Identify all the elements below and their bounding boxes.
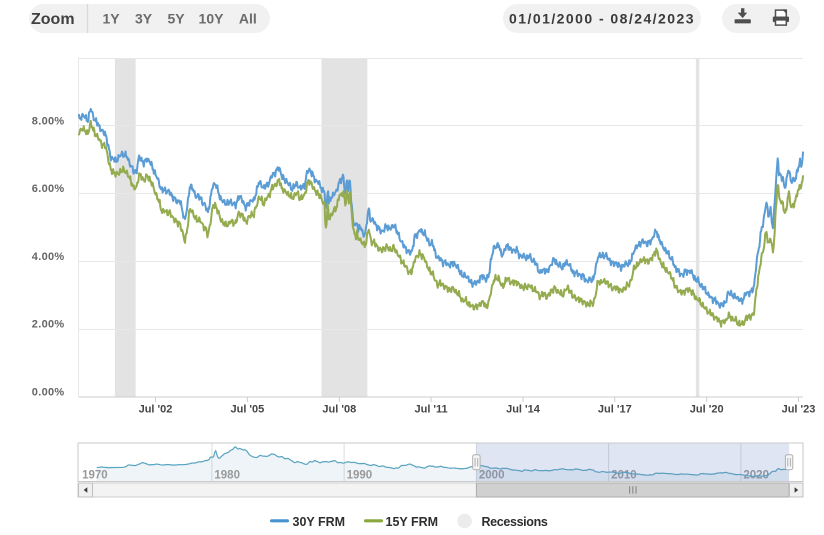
svg-text:Jul '02: Jul '02 (139, 404, 173, 416)
svg-text:Jul '17: Jul '17 (598, 404, 632, 416)
svg-text:4.00%: 4.00% (32, 251, 65, 263)
svg-text:All: All (239, 11, 257, 27)
svg-text:2.00%: 2.00% (32, 319, 65, 331)
svg-text:0.00%: 0.00% (32, 387, 65, 399)
svg-text:6.00%: 6.00% (32, 183, 65, 195)
svg-text:Recessions: Recessions (482, 515, 548, 529)
svg-text:2010: 2010 (611, 470, 637, 482)
svg-text:2000: 2000 (479, 470, 505, 482)
svg-text:30Y FRM: 30Y FRM (293, 515, 346, 529)
svg-text:1Y: 1Y (102, 11, 120, 27)
svg-text:Jul '05: Jul '05 (230, 404, 264, 416)
svg-text:1970: 1970 (82, 470, 108, 482)
svg-text:01/01/2000 - 08/24/2023: 01/01/2000 - 08/24/2023 (509, 11, 695, 27)
svg-text:Jul '08: Jul '08 (322, 404, 356, 416)
svg-text:Jul '14: Jul '14 (506, 404, 541, 416)
svg-text:Zoom: Zoom (31, 11, 75, 28)
svg-text:Jul '23: Jul '23 (782, 404, 816, 416)
svg-text:1980: 1980 (214, 470, 240, 482)
svg-text:8.00%: 8.00% (32, 115, 65, 127)
svg-text:10Y: 10Y (199, 11, 225, 27)
svg-text:15Y FRM: 15Y FRM (386, 515, 439, 529)
svg-text:Jul '20: Jul '20 (690, 404, 724, 416)
svg-text:3Y: 3Y (135, 11, 153, 27)
svg-text:1990: 1990 (347, 470, 373, 482)
svg-text:Jul '11: Jul '11 (414, 404, 447, 416)
svg-text:5Y: 5Y (167, 11, 185, 27)
